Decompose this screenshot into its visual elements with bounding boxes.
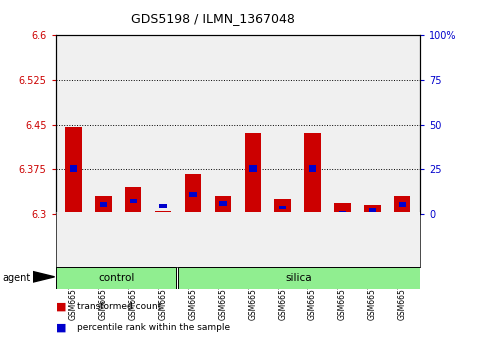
Text: control: control: [98, 273, 134, 282]
Bar: [364, 205, 381, 214]
Bar: [398, 202, 406, 207]
Text: silica: silica: [285, 273, 312, 282]
Bar: [99, 202, 107, 207]
Polygon shape: [33, 272, 55, 282]
Bar: [334, 204, 351, 214]
Bar: [219, 201, 227, 206]
Bar: [244, 132, 261, 214]
Bar: [394, 196, 411, 214]
Bar: [189, 192, 197, 198]
Bar: [65, 127, 82, 214]
Bar: [159, 204, 167, 207]
Bar: [339, 211, 346, 213]
Bar: [185, 174, 201, 214]
Text: ■: ■: [56, 301, 66, 311]
Text: agent: agent: [2, 273, 30, 282]
Text: ■: ■: [56, 322, 66, 332]
Bar: [56, 267, 176, 289]
Bar: [215, 196, 231, 214]
Bar: [309, 165, 316, 172]
Bar: [304, 132, 321, 214]
Bar: [274, 199, 291, 214]
Bar: [369, 208, 376, 212]
Bar: [279, 206, 286, 210]
Bar: [249, 165, 256, 172]
Bar: [155, 211, 171, 214]
Text: transformed count: transformed count: [77, 302, 161, 311]
Text: percentile rank within the sample: percentile rank within the sample: [77, 323, 230, 332]
Bar: [178, 267, 420, 289]
Bar: [70, 165, 77, 172]
Bar: [129, 199, 137, 204]
Bar: [95, 196, 112, 214]
Text: GDS5198 / ILMN_1367048: GDS5198 / ILMN_1367048: [130, 12, 295, 25]
Bar: [125, 187, 142, 214]
